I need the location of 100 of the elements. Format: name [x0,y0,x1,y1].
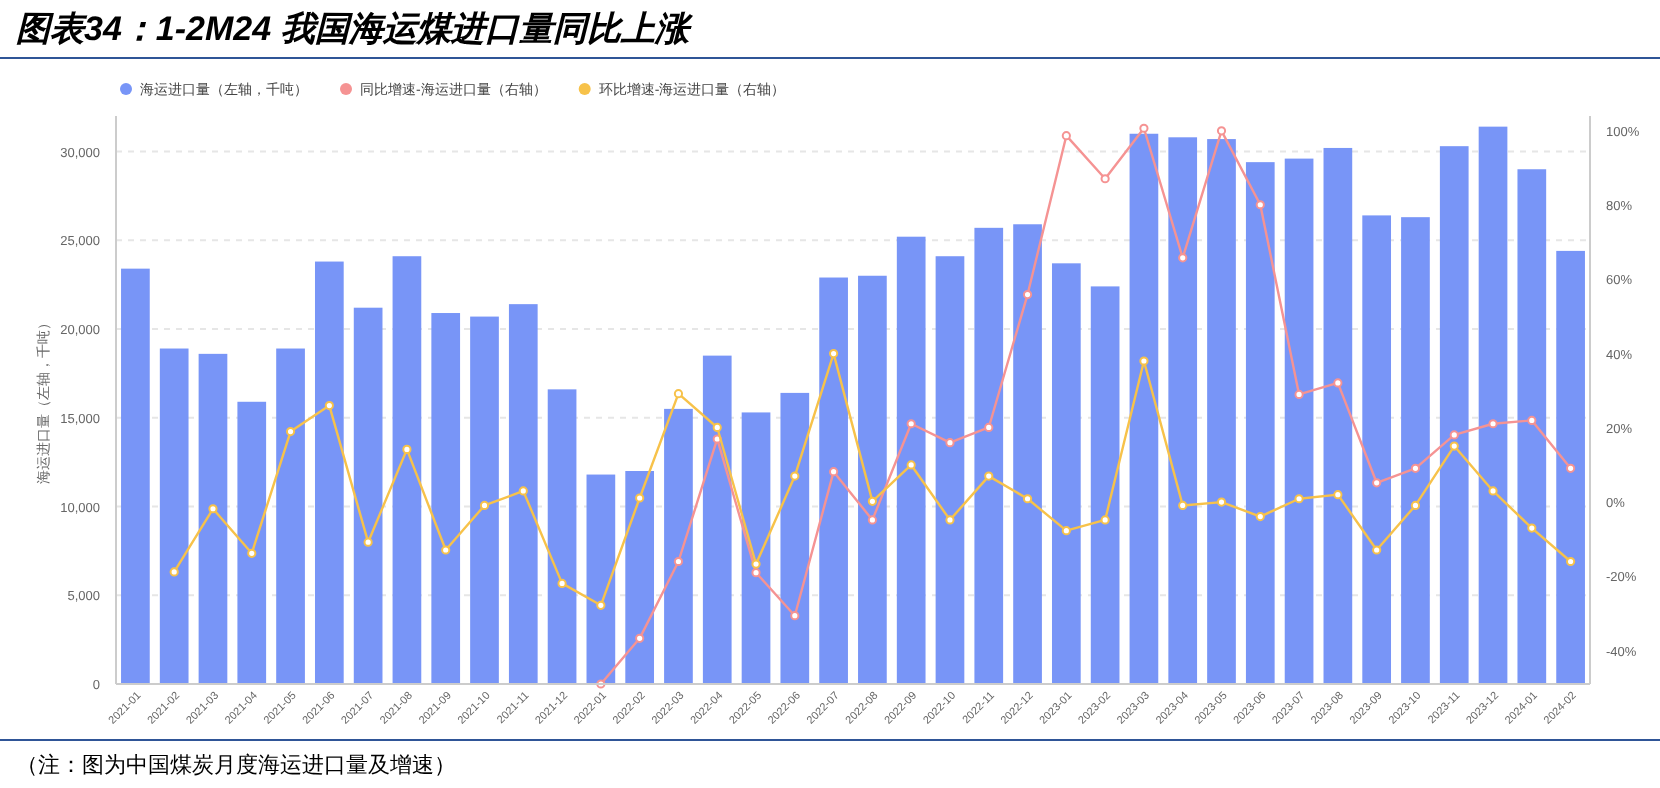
bar [198,353,228,684]
point [712,422,722,433]
point [1372,545,1382,555]
point [1255,511,1265,522]
bar [508,304,538,684]
point [751,568,761,578]
bar [586,474,616,684]
bar [664,408,693,684]
bar [625,471,655,684]
bar [741,412,771,684]
point [1333,378,1343,388]
point [1566,556,1576,567]
point [402,444,412,454]
point [363,537,373,547]
point [984,422,994,433]
point [208,504,218,514]
point [673,389,684,399]
point [1216,126,1227,136]
bar [353,307,383,684]
point [829,348,839,359]
point [1061,131,1071,141]
point [247,548,257,558]
bar [1362,215,1392,684]
bar [1245,162,1275,684]
point [1333,490,1343,500]
point [984,471,994,481]
bar [314,261,344,684]
point [1178,253,1188,263]
point [1410,463,1421,473]
point [867,515,877,525]
point [1178,500,1188,511]
point [1449,430,1459,440]
point [673,556,684,567]
point [945,515,955,525]
bar [547,389,577,684]
bar [121,268,150,684]
bar [276,348,305,684]
point [1061,526,1071,536]
point [790,611,800,621]
point [1527,415,1537,426]
point [1566,463,1576,473]
bar [431,313,461,684]
bar [858,275,887,684]
bar [819,277,848,684]
bar [1129,133,1159,684]
point [518,486,528,496]
point [169,567,179,577]
bar [1090,286,1120,684]
point [906,460,916,470]
point [635,633,645,643]
point [867,496,877,506]
point [1372,478,1382,488]
bar [1439,146,1469,684]
point [751,559,761,569]
bar [159,348,189,684]
point [829,467,839,477]
bar [1323,147,1353,684]
point [1216,497,1227,507]
bar [470,316,499,684]
bar [1556,250,1585,684]
point [324,400,334,411]
bar [896,236,926,684]
bar [935,256,965,684]
point [1294,494,1304,504]
bar [1207,139,1236,684]
point [557,578,567,588]
bar [974,227,1004,684]
point [285,426,296,437]
point [1022,494,1033,504]
point [1139,123,1149,133]
bar [702,355,732,684]
point [1255,200,1265,210]
bar [1401,217,1430,684]
point [635,493,645,503]
bar [1013,224,1042,684]
bar [1051,263,1081,684]
point [1488,486,1498,496]
point [596,600,606,610]
point [1488,419,1498,429]
text: （注：图为中国煤炭月度海运进口量及增速） [16,752,456,778]
point [906,419,916,429]
point [1410,500,1421,511]
point [945,438,955,448]
point [1100,515,1110,525]
bar [780,392,810,684]
point [1139,356,1149,366]
point [479,500,490,511]
bar [1168,137,1198,684]
chart-title: 图表34：1-2M24 我国海运煤进口量同比上涨 [16,10,693,48]
bar [1517,169,1547,684]
point [790,471,800,481]
point [441,545,451,555]
point [1100,174,1110,184]
bar [1478,126,1508,684]
point [1449,441,1459,451]
point [1527,523,1537,533]
bar [237,401,267,684]
bar [392,256,422,684]
point [1294,389,1304,400]
bar [1284,158,1314,684]
